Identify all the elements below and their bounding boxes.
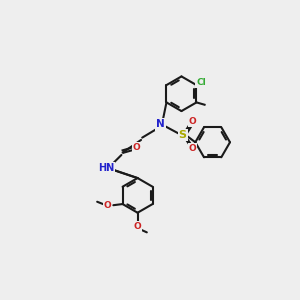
Text: HN: HN <box>98 163 115 173</box>
Text: O: O <box>189 117 196 126</box>
Text: Cl: Cl <box>196 78 206 87</box>
Text: S: S <box>178 130 187 140</box>
Text: O: O <box>134 222 142 231</box>
Text: O: O <box>133 143 140 152</box>
Text: O: O <box>104 201 111 210</box>
Text: N: N <box>156 119 165 130</box>
Text: O: O <box>189 143 196 152</box>
